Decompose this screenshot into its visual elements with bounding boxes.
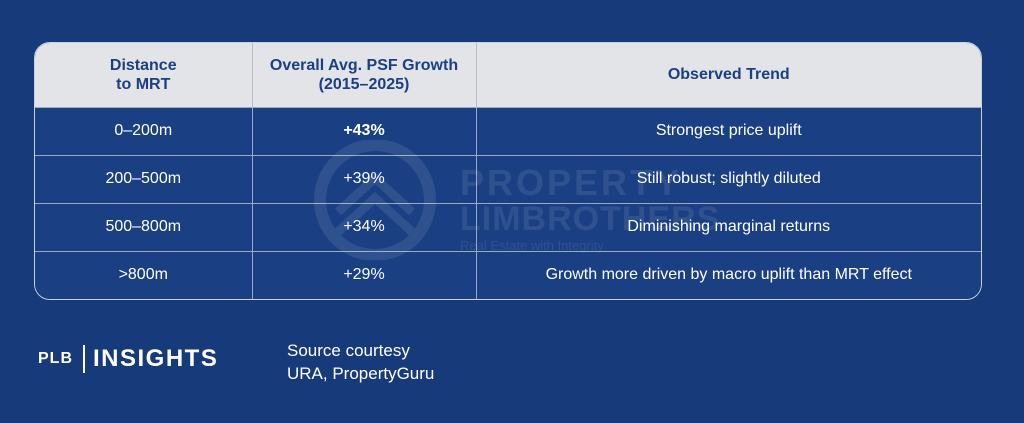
table-row: 0–200m +43% Strongest price uplift bbox=[35, 106, 981, 155]
cell-growth: +34% bbox=[252, 202, 477, 251]
cell-growth: +39% bbox=[252, 154, 477, 203]
cell-distance: 0–200m bbox=[35, 106, 253, 155]
source-line2: URA, PropertyGuru bbox=[287, 364, 435, 383]
logo-insights-text: INSIGHTS bbox=[93, 345, 219, 372]
header-growth-line2: (2015–2025) bbox=[318, 75, 410, 93]
table-row: 500–800m +34% Diminishing marginal retur… bbox=[35, 202, 981, 251]
table-row: >800m +29% Growth more driven by macro u… bbox=[35, 250, 981, 299]
cell-trend: Still robust; slightly diluted bbox=[476, 154, 981, 203]
cell-trend: Growth more driven by macro uplift than … bbox=[476, 250, 981, 299]
cell-growth: +29% bbox=[252, 250, 477, 299]
logo-divider bbox=[83, 345, 85, 373]
data-table-container: Distance to MRT Overall Avg. PSF Growth … bbox=[34, 42, 982, 300]
header-trend: Observed Trend bbox=[476, 43, 981, 107]
table-row: 200–500m +39% Still robust; slightly dil… bbox=[35, 154, 981, 203]
cell-distance: 200–500m bbox=[35, 154, 253, 203]
cell-distance: >800m bbox=[35, 250, 253, 299]
plb-insights-logo: PLB INSIGHTS bbox=[38, 344, 218, 374]
source-credit: Source courtesy URA, PropertyGuru bbox=[287, 339, 434, 385]
mrt-distance-table: Distance to MRT Overall Avg. PSF Growth … bbox=[35, 43, 981, 299]
header-growth-line1: Overall Avg. PSF Growth bbox=[269, 56, 459, 74]
header-growth: Overall Avg. PSF Growth (2015–2025) bbox=[252, 43, 477, 107]
header-distance: Distance to MRT bbox=[35, 43, 253, 107]
table-header-row: Distance to MRT Overall Avg. PSF Growth … bbox=[35, 43, 981, 107]
header-trend-line1: Observed Trend bbox=[667, 66, 790, 84]
cell-growth: +43% bbox=[252, 106, 477, 155]
header-distance-line1: Distance bbox=[109, 56, 177, 74]
source-line1: Source courtesy bbox=[287, 341, 410, 360]
cell-distance: 500–800m bbox=[35, 202, 253, 251]
header-distance-line2: to MRT bbox=[116, 75, 171, 93]
cell-trend: Diminishing marginal returns bbox=[476, 202, 981, 251]
cell-trend: Strongest price uplift bbox=[476, 106, 981, 155]
logo-plb-text: PLB bbox=[38, 350, 73, 367]
